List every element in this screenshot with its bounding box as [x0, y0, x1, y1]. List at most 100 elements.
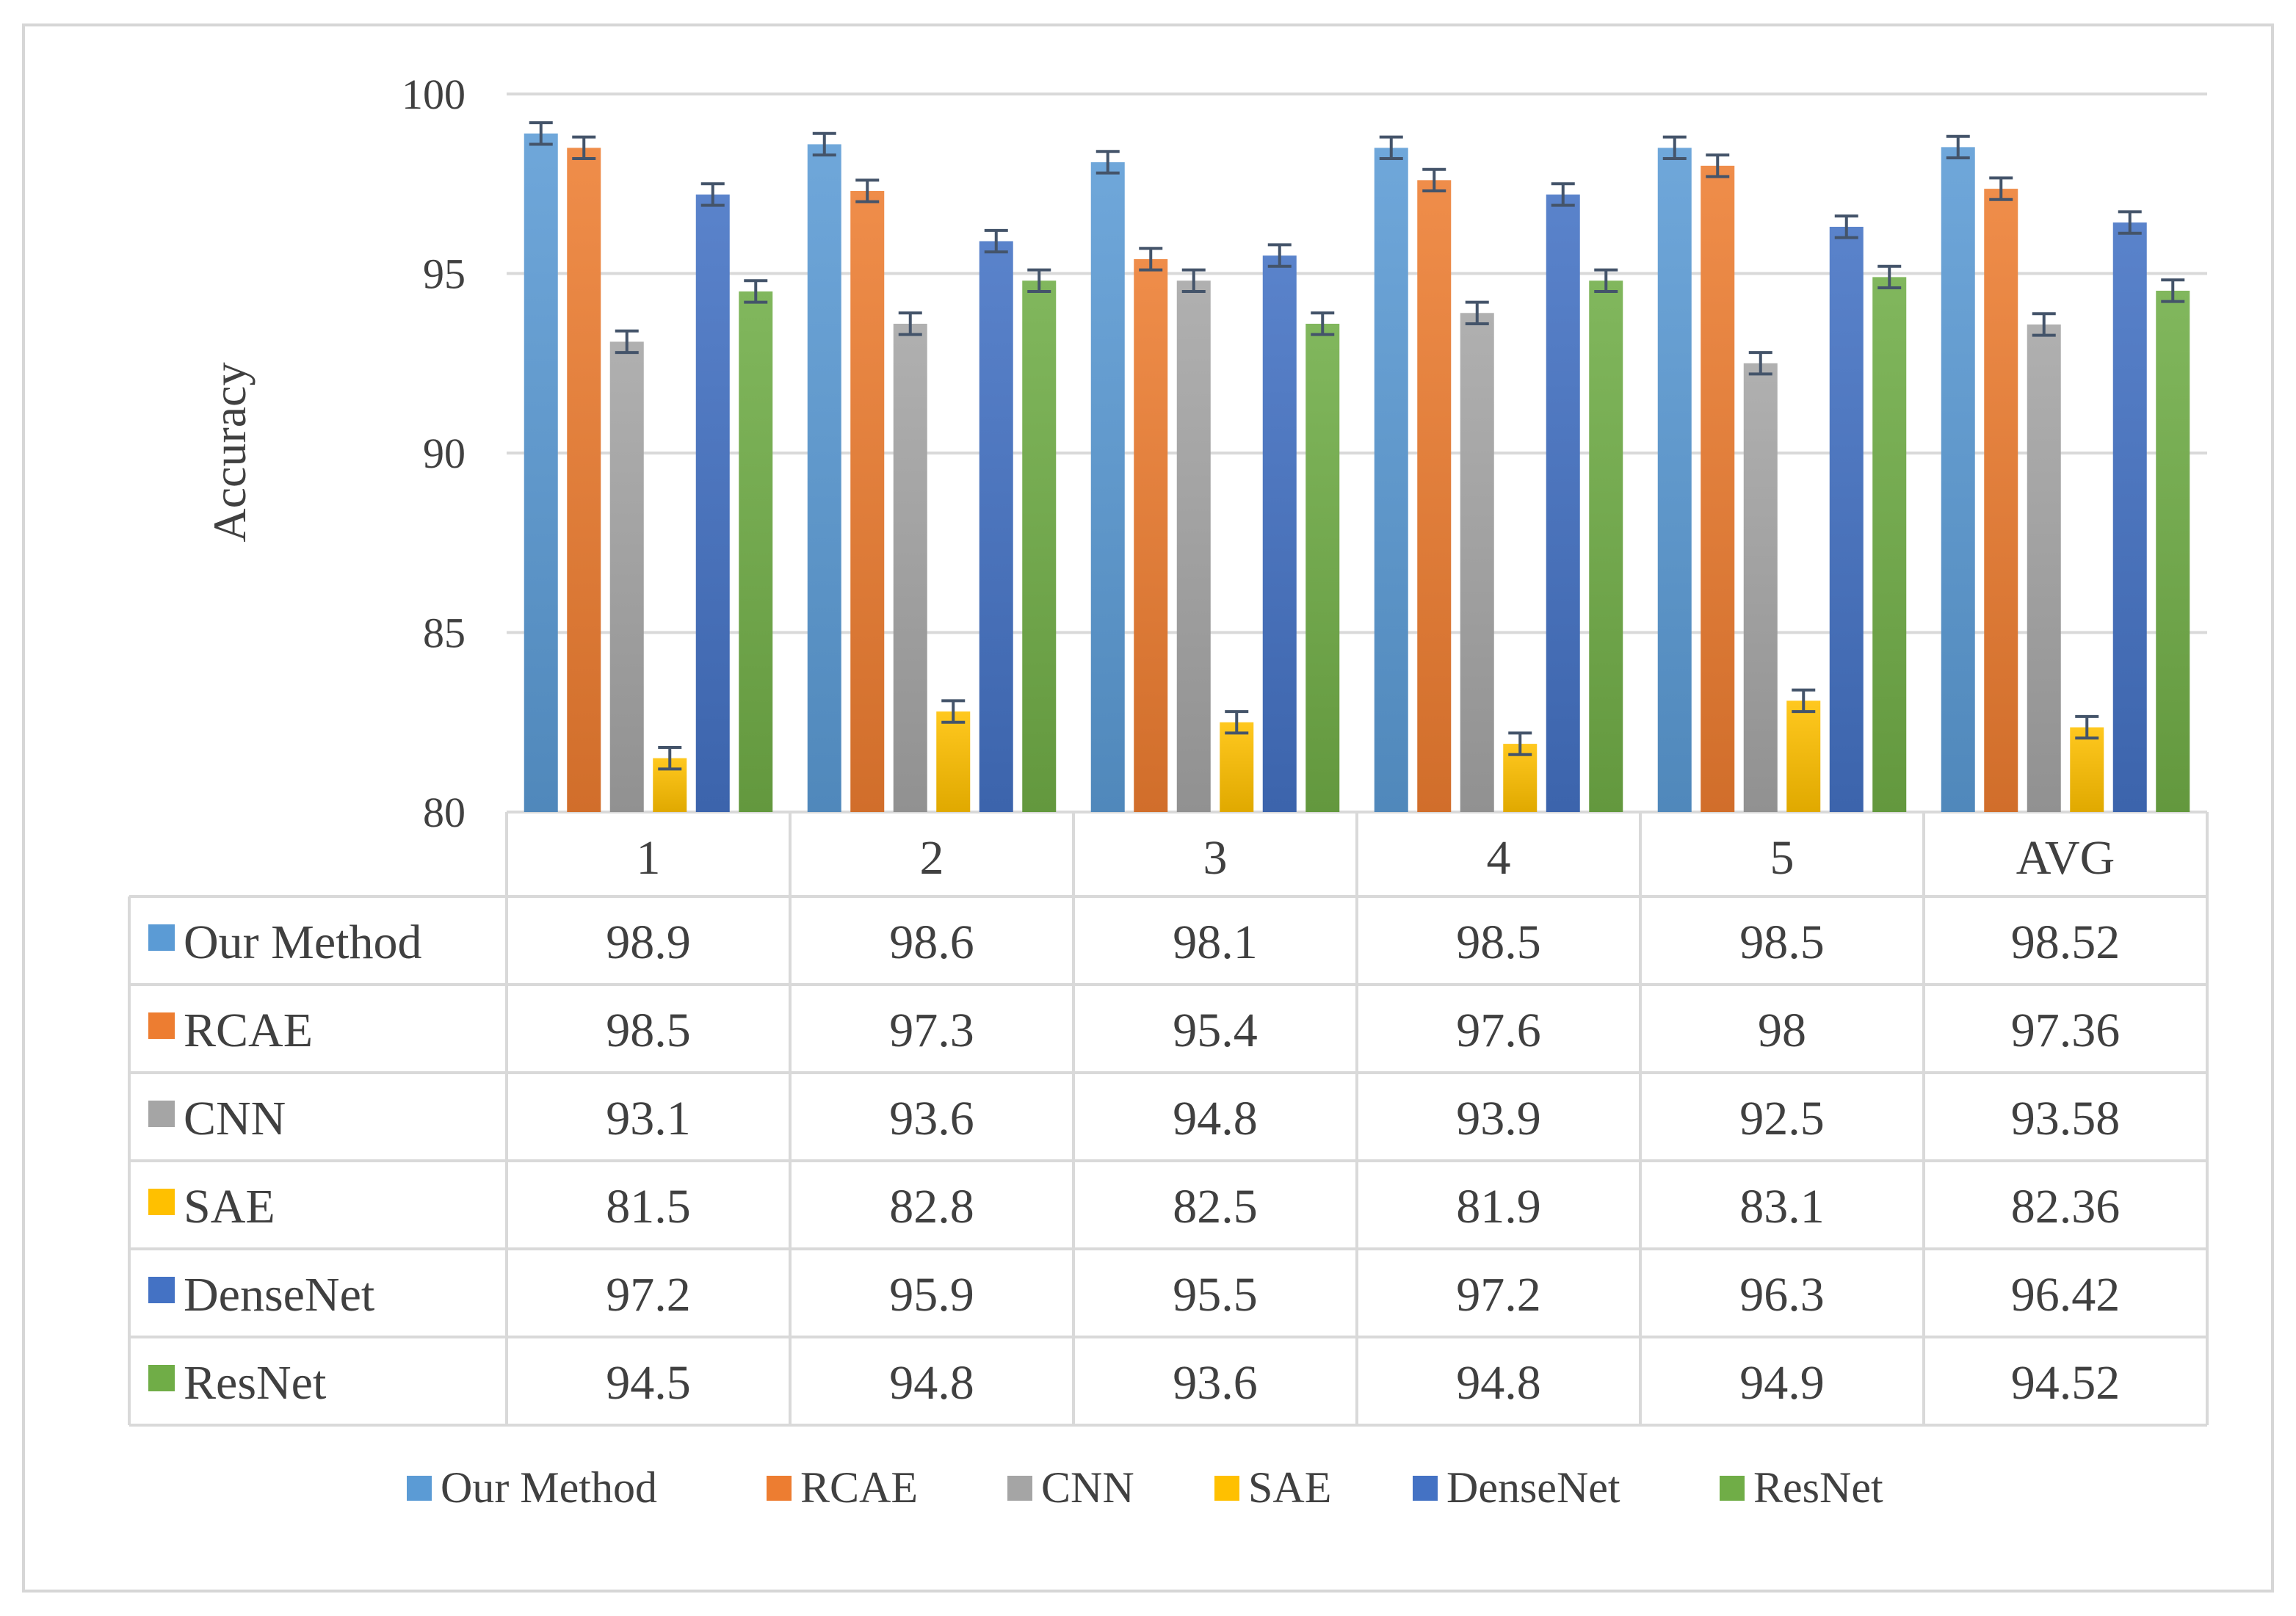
- bar: [850, 191, 884, 812]
- y-tick-label: 100: [402, 70, 466, 118]
- table-series-name: CNN: [184, 1092, 286, 1145]
- table-cell-value: 97.3: [889, 1004, 974, 1057]
- legend-label: SAE: [1248, 1463, 1331, 1512]
- bar: [1830, 227, 1864, 812]
- bar: [1546, 195, 1580, 812]
- bar: [1786, 700, 1820, 812]
- table-series-swatch: [148, 1101, 175, 1127]
- table-cell-value: 95.5: [1173, 1268, 1258, 1322]
- legend-label: Our Method: [441, 1463, 657, 1512]
- table-cell-value: 95.9: [889, 1268, 974, 1322]
- table-cell-value: 93.6: [889, 1092, 974, 1145]
- table-cell-value: 98.9: [606, 916, 691, 969]
- table-cell-value: 97.6: [1456, 1004, 1541, 1057]
- legend-swatch: [1413, 1476, 1438, 1501]
- table-cell-value: 98.1: [1173, 916, 1258, 969]
- bar: [1134, 259, 1167, 812]
- table-cell-value: 98.5: [1739, 916, 1825, 969]
- y-tick-label: 85: [423, 609, 466, 657]
- table-cell-value: 96.3: [1739, 1268, 1825, 1322]
- table-cell-value: 93.1: [606, 1092, 691, 1145]
- legend-swatch: [1720, 1476, 1745, 1501]
- bar: [1872, 277, 1906, 812]
- table-cell-value: 94.52: [2011, 1356, 2121, 1410]
- y-tick-label: 80: [423, 789, 466, 836]
- table-cell-value: 96.42: [2011, 1268, 2121, 1322]
- table-series-swatch: [148, 924, 175, 951]
- legend-label: DenseNet: [1446, 1463, 1620, 1512]
- bar: [739, 291, 772, 812]
- bar: [1022, 280, 1056, 812]
- table-cell-value: 94.5: [606, 1356, 691, 1410]
- table-cell-value: 93.9: [1456, 1092, 1541, 1145]
- bar: [1375, 148, 1408, 812]
- y-axis-title: Accuracy: [203, 362, 256, 542]
- bar: [524, 134, 558, 812]
- table-cell-value: 83.1: [1739, 1180, 1825, 1233]
- table-cell-value: 82.36: [2011, 1180, 2121, 1233]
- bar: [936, 711, 970, 812]
- bar: [1305, 324, 1339, 812]
- x-category-label: 5: [1770, 831, 1795, 885]
- y-tick-label: 95: [423, 250, 466, 298]
- x-category-label: 3: [1203, 831, 1228, 885]
- x-category-label: 4: [1487, 831, 1511, 885]
- bar: [1417, 180, 1451, 812]
- table-cell-value: 97.2: [1456, 1268, 1541, 1322]
- table-series-swatch: [148, 1189, 175, 1215]
- bar: [808, 144, 841, 812]
- table-cell-value: 94.8: [889, 1356, 974, 1410]
- table-cell-value: 93.58: [2011, 1092, 2121, 1145]
- table-cell-value: 98.6: [889, 916, 974, 969]
- bar: [1589, 280, 1623, 812]
- bar: [2070, 728, 2104, 812]
- legend-label: RCAE: [800, 1463, 918, 1512]
- y-axis-ticks: 80 85 90 95 100: [402, 70, 466, 836]
- table-cell-value: 94.8: [1456, 1356, 1541, 1410]
- x-category-label: 2: [920, 831, 944, 885]
- table-cell-value: 82.8: [889, 1180, 974, 1233]
- table-cell-value: 81.9: [1456, 1180, 1541, 1233]
- table-cell-value: 95.4: [1173, 1004, 1258, 1057]
- bar: [1984, 189, 2018, 812]
- data-table: 1 2 3 4 5 AVG Our Method 98.9 98.6 98.1 98.5 98.5 98…: [129, 812, 2207, 1425]
- bar: [2156, 291, 2190, 812]
- bar: [1744, 363, 1778, 812]
- x-category-label: 1: [637, 831, 661, 885]
- bar: [2027, 325, 2061, 812]
- legend-label: ResNet: [1753, 1463, 1883, 1512]
- table-series-name: DenseNet: [184, 1268, 374, 1322]
- legend-swatch: [407, 1476, 432, 1501]
- bar: [1658, 148, 1692, 812]
- chart-frame: 80 85 90 95 100 Accuracy 1 2 3 4 5 AVG Our Method 9…: [22, 23, 2274, 1593]
- table-cell-value: 94.8: [1173, 1092, 1258, 1145]
- legend: Our Method RCAE CNN SAE DenseNet ResNet: [407, 1463, 1883, 1512]
- x-category-label: AVG: [2016, 831, 2115, 885]
- table-cell-value: 93.6: [1173, 1356, 1258, 1410]
- bar: [2113, 222, 2147, 812]
- legend-swatch: [1214, 1476, 1239, 1501]
- table-cell-value: 98: [1758, 1004, 1806, 1057]
- table-cell-value: 98.5: [606, 1004, 691, 1057]
- table-cell-value: 92.5: [1739, 1092, 1825, 1145]
- bar: [610, 341, 644, 812]
- table-cell-value: 81.5: [606, 1180, 691, 1233]
- table-cell-value: 94.9: [1739, 1356, 1825, 1410]
- table-series-name: RCAE: [184, 1004, 313, 1057]
- table-cell-value: 98.5: [1456, 916, 1541, 969]
- error-bars: [529, 123, 2185, 769]
- accuracy-bar-chart: 80 85 90 95 100 Accuracy 1 2 3 4 5 AVG Our Method 9…: [25, 26, 2277, 1595]
- bar: [1460, 313, 1494, 812]
- bar: [1220, 722, 1253, 812]
- table-series-swatch: [148, 1012, 175, 1039]
- bar: [1177, 280, 1211, 812]
- legend-label: CNN: [1041, 1463, 1134, 1512]
- table-series-name: Our Method: [184, 916, 421, 969]
- table-series-name: ResNet: [184, 1356, 326, 1410]
- table-cell-value: 97.2: [606, 1268, 691, 1322]
- bar: [1941, 147, 1975, 812]
- table-cell-value: 98.52: [2011, 916, 2121, 969]
- bar: [567, 148, 601, 812]
- bar: [1701, 166, 1734, 812]
- bar: [1091, 162, 1125, 812]
